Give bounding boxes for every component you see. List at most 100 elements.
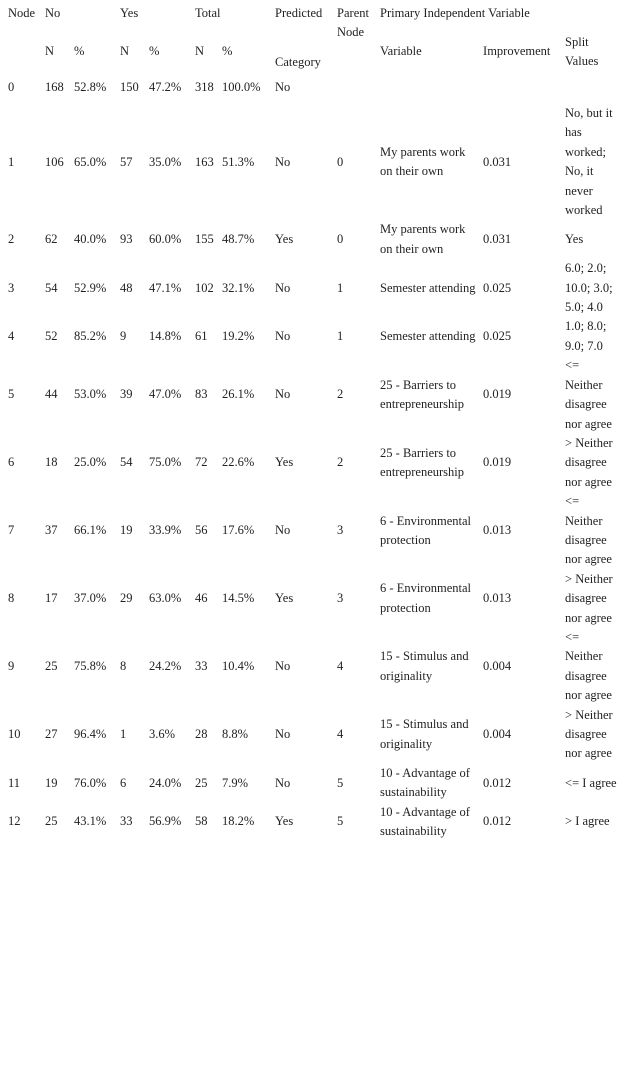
header-predicted: Predicted bbox=[275, 6, 323, 20]
cell-no-pct: 40.0% bbox=[74, 232, 107, 247]
cell-predicted: No bbox=[275, 154, 291, 169]
cell-variable: 15 - Stimulus and originality bbox=[380, 717, 469, 751]
cell-yes-n: 33 bbox=[120, 814, 133, 829]
cell-no-pct: 65.0% bbox=[74, 154, 107, 169]
cell-predicted: Yes bbox=[275, 591, 294, 606]
cell-no-n: 37 bbox=[45, 523, 58, 538]
cell-improvement: 0.031 bbox=[483, 232, 512, 247]
cell-variable: 15 - Stimulus and originality bbox=[380, 649, 469, 683]
cell-node: 7 bbox=[8, 523, 15, 538]
header-node: Node bbox=[8, 6, 36, 20]
cell-total-n: 102 bbox=[195, 280, 214, 295]
cell-total-n: 83 bbox=[195, 387, 208, 402]
cell-yes-n: 29 bbox=[120, 591, 133, 606]
cell-yes-pct: 14.8% bbox=[149, 329, 182, 344]
cell-predicted: No bbox=[275, 659, 291, 674]
cell-split: <= I agree bbox=[565, 775, 617, 790]
cell-total-n: 56 bbox=[195, 523, 208, 538]
cell-total-pct: 14.5% bbox=[222, 591, 255, 606]
table-row: 1 106 65.0% 57 35.0% 163 51.3% No 0 My parents wo… bbox=[8, 104, 621, 220]
cell-improvement: 0.019 bbox=[483, 455, 512, 470]
cell-no-pct: 85.2% bbox=[74, 329, 107, 344]
header-no-pct: % bbox=[74, 44, 85, 59]
cell-no-n: 18 bbox=[45, 455, 58, 470]
table-row: 4 52 85.2% 9 14.8% 61 19.2% No 1 Semester attendi… bbox=[8, 317, 621, 356]
cell-total-pct: 7.9% bbox=[222, 775, 249, 790]
cell-total-pct: 48.7% bbox=[222, 232, 255, 247]
cell-node: 5 bbox=[8, 387, 15, 402]
cell-yes-pct: 63.0% bbox=[149, 591, 182, 606]
cell-variable: 10 - Advantage of sustainability bbox=[380, 804, 470, 839]
cell-yes-n: 39 bbox=[120, 387, 133, 402]
cell-parent: 2 bbox=[337, 387, 344, 402]
cell-yes-pct: 75.0% bbox=[149, 455, 182, 470]
cell-improvement: 0.013 bbox=[483, 591, 512, 606]
header-improvement: Improvement bbox=[483, 44, 551, 59]
cell-yes-pct: 3.6% bbox=[149, 727, 176, 741]
cell-node: 0 bbox=[8, 80, 15, 95]
cell-improvement: 0.019 bbox=[483, 387, 512, 402]
cell-split: No, but it has worked; No, it never work… bbox=[565, 106, 613, 218]
cell-yes-pct: 47.1% bbox=[149, 280, 182, 295]
cell-yes-pct: 33.9% bbox=[149, 523, 182, 538]
header-split-values: Split Values bbox=[565, 34, 599, 68]
table-row: 11 19 76.0% 6 24.0% 25 7.9% No 5 10 - Advantage o… bbox=[8, 764, 621, 803]
cell-total-pct: 19.2% bbox=[222, 329, 255, 344]
cell-parent: 0 bbox=[337, 154, 344, 169]
cell-node: 3 bbox=[8, 280, 15, 295]
cell-variable: 25 - Barriers to entrepreneurship bbox=[380, 445, 465, 480]
cell-no-pct: 76.0% bbox=[74, 775, 107, 790]
cell-yes-pct: 56.9% bbox=[149, 814, 182, 829]
cell-total-n: 33 bbox=[195, 659, 208, 674]
cell-split: Yes bbox=[565, 232, 584, 247]
cell-predicted: No bbox=[275, 775, 291, 790]
cell-total-n: 72 bbox=[195, 455, 208, 470]
cell-total-n: 318 bbox=[195, 80, 214, 95]
cell-no-n: 44 bbox=[45, 387, 58, 402]
header-no: No bbox=[45, 6, 61, 20]
cell-yes-n: 8 bbox=[120, 659, 127, 674]
cell-total-n: 155 bbox=[195, 232, 214, 247]
cell-parent: 2 bbox=[337, 455, 344, 470]
cell-node: 11 bbox=[8, 775, 21, 790]
cell-total-pct: 32.1% bbox=[222, 280, 255, 295]
cell-parent: 5 bbox=[337, 814, 344, 829]
table-row: 3 54 52.9% 48 47.1% 102 32.1% No 1 Semester atten… bbox=[8, 259, 621, 317]
cell-variable bbox=[380, 72, 483, 104]
cell-predicted: Yes bbox=[275, 455, 294, 470]
cell-predicted: No bbox=[275, 329, 291, 344]
cell-no-pct: 43.1% bbox=[74, 814, 107, 829]
cell-yes-n: 19 bbox=[120, 523, 133, 538]
cell-node: 2 bbox=[8, 232, 15, 247]
cell-variable: Semester attending bbox=[380, 329, 476, 344]
cell-parent bbox=[337, 72, 380, 104]
cell-split: <= Neither disagree nor agree bbox=[565, 494, 612, 567]
table-row: 12 25 43.1% 33 56.9% 58 18.2% Yes 5 10 - Advantag… bbox=[8, 803, 621, 842]
cell-total-n: 46 bbox=[195, 591, 208, 606]
cell-no-n: 19 bbox=[45, 775, 58, 790]
cell-improvement: 0.004 bbox=[483, 727, 512, 741]
cell-total-pct: 17.6% bbox=[222, 523, 255, 538]
cell-improvement: 0.025 bbox=[483, 280, 512, 295]
cell-parent: 0 bbox=[337, 232, 344, 247]
header-yes: Yes bbox=[120, 6, 139, 20]
cell-node: 10 bbox=[8, 727, 21, 741]
cell-total-n: 163 bbox=[195, 154, 214, 169]
header-yes-pct: % bbox=[149, 44, 160, 59]
cell-split: > I agree bbox=[565, 814, 610, 829]
cell-parent: 5 bbox=[337, 775, 344, 790]
cell-yes-pct: 60.0% bbox=[149, 232, 182, 247]
header-total-n: N bbox=[195, 44, 205, 59]
cell-no-pct: 37.0% bbox=[74, 591, 107, 606]
cell-yes-n: 48 bbox=[120, 280, 133, 295]
cell-no-n: 106 bbox=[45, 154, 64, 169]
header-variable: Variable bbox=[380, 44, 422, 59]
tree-table: Node No Yes Total Predicted Parent Node … bbox=[8, 4, 621, 841]
cell-yes-pct: 24.0% bbox=[149, 775, 182, 790]
cell-node: 6 bbox=[8, 455, 15, 470]
cell-node: 8 bbox=[8, 591, 15, 606]
cell-total-pct: 8.8% bbox=[222, 727, 249, 741]
table-row: 6 18 25.0% 54 75.0% 72 22.6% Yes 2 25 - Barriers … bbox=[8, 434, 621, 492]
cell-yes-pct: 47.0% bbox=[149, 387, 182, 402]
cell-no-n: 25 bbox=[45, 814, 58, 829]
